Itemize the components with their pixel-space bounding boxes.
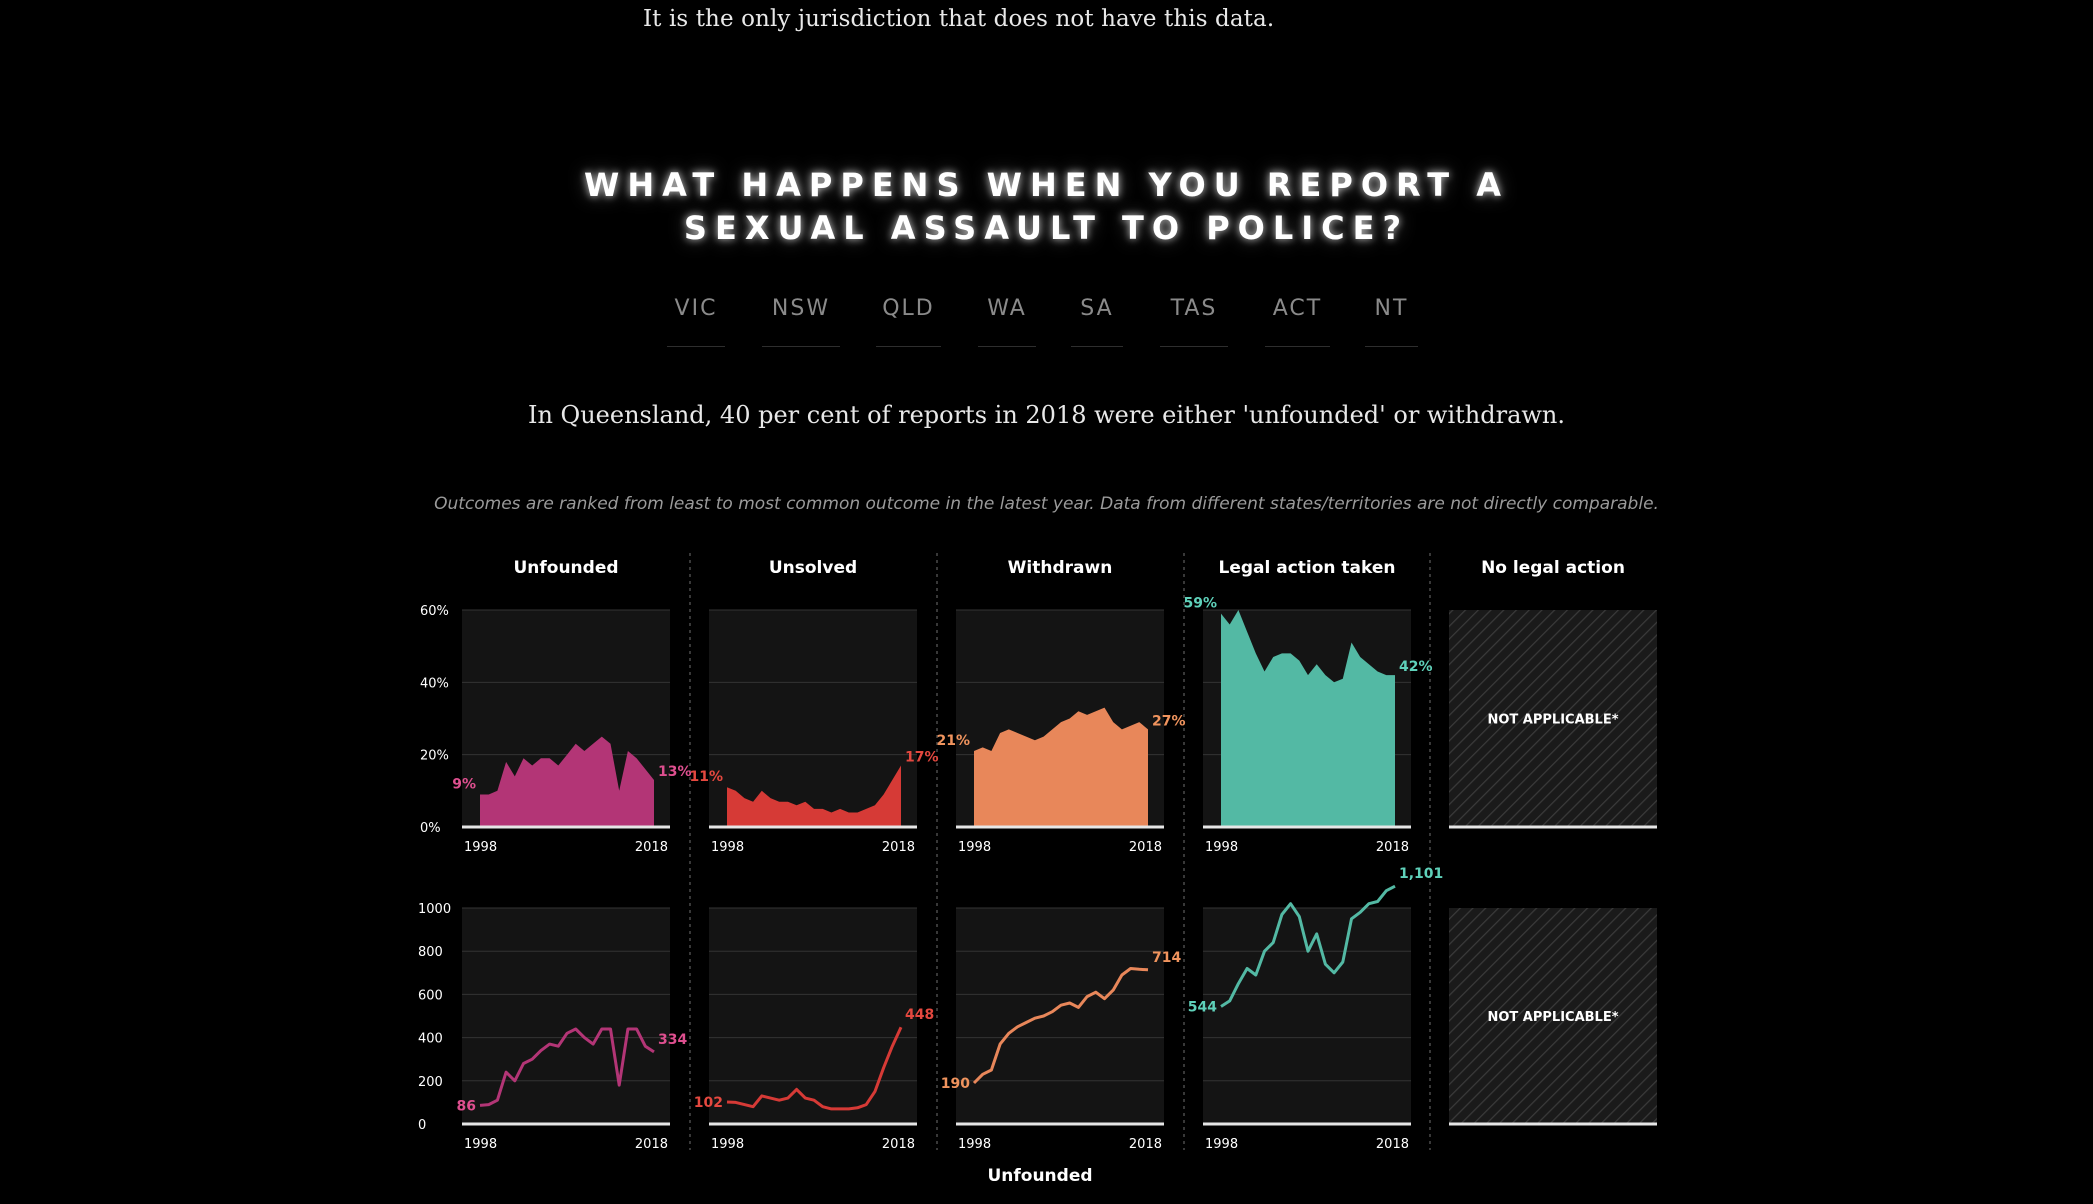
- unsolved-count-plot-bg: [709, 908, 917, 1124]
- unsolved-count-x-tick-end: 2018: [882, 1137, 915, 1152]
- legal-action-taken-column-title: Legal action taken: [1218, 558, 1395, 578]
- count-axis-tick: 1000: [418, 902, 451, 917]
- withdrawn-percent-x-tick-end: 2018: [1129, 840, 1162, 855]
- withdrawn-count-x-tick-start: 1998: [958, 1137, 991, 1152]
- heading-line-2: SEXUAL ASSAULT TO POLICE?: [683, 209, 1410, 247]
- heading-line-1: WHAT HAPPENS WHEN YOU REPORT A: [584, 166, 1509, 204]
- unfounded-count-x-tick-end: 2018: [635, 1137, 668, 1152]
- withdrawn-percent-start-label: 21%: [936, 733, 970, 749]
- count-axis-tick: 400: [418, 1032, 443, 1047]
- withdrawn-count-x-tick-end: 2018: [1129, 1137, 1162, 1152]
- legal-action-taken-percent-area: [1221, 610, 1395, 827]
- unfounded-column-title: Unfounded: [513, 558, 618, 578]
- unfounded-percent-area: [480, 736, 654, 827]
- unsolved-percent-end-label: 17%: [905, 750, 939, 766]
- section-heading: WHAT HAPPENS WHEN YOU REPORT A SEXUAL AS…: [0, 164, 2093, 250]
- withdrawn-count-start-label: 190: [941, 1076, 970, 1092]
- unsolved-count-x-tick-start: 1998: [711, 1137, 744, 1152]
- withdrawn-count-end-label: 714: [1152, 950, 1181, 966]
- withdrawn-column-title: Withdrawn: [1008, 558, 1113, 578]
- percent-axis-tick: 60%: [420, 604, 449, 619]
- withdrawn-percent-end-label: 27%: [1152, 713, 1186, 729]
- legal-action-taken-count-x-tick-start: 1998: [1205, 1137, 1238, 1152]
- unfounded-percent-x-tick-start: 1998: [464, 840, 497, 855]
- withdrawn-percent-area: [974, 707, 1148, 827]
- count-axis-tick: 600: [418, 988, 443, 1003]
- unsolved-count-line: [726, 1026, 903, 1111]
- unfounded-count-x-tick-start: 1998: [464, 1137, 497, 1152]
- chart-note: Outcomes are ranked from least to most c…: [434, 494, 1659, 514]
- unsolved-count-end-label: 448: [905, 1007, 934, 1023]
- legal-action-taken-count-line: [1220, 884, 1396, 1008]
- legal-action-taken-count-end-label: 1,101: [1399, 866, 1443, 882]
- count-axis-tick: 200: [418, 1075, 443, 1090]
- tab-nt[interactable]: NT: [1365, 296, 1418, 347]
- footer-label: Unfounded: [987, 1166, 1093, 1186]
- percent-axis-tick: 0%: [420, 821, 441, 836]
- count-axis-tick: 800: [418, 945, 443, 960]
- count-axis-tick: 0: [418, 1118, 426, 1133]
- legal-action-taken-percent-start-label: 59%: [1183, 596, 1217, 612]
- tab-nsw[interactable]: NSW: [762, 296, 840, 347]
- unsolved-count-start-label: 102: [694, 1095, 723, 1111]
- unfounded-percent-x-tick-end: 2018: [635, 840, 668, 855]
- unfounded-percent-start-label: 9%: [452, 776, 476, 792]
- legal-action-taken-count-x-tick-end: 2018: [1376, 1137, 1409, 1152]
- unsolved-percent-x-tick-start: 1998: [711, 840, 744, 855]
- no-legal-action-percent-not-applicable-panel: [1449, 610, 1657, 827]
- legal-action-taken-percent-end-label: 42%: [1399, 659, 1433, 675]
- tab-sa[interactable]: SA: [1071, 296, 1123, 347]
- withdrawn-count-line: [972, 967, 1149, 1085]
- tab-vic[interactable]: VIC: [667, 296, 725, 347]
- tab-act[interactable]: ACT: [1265, 296, 1330, 347]
- withdrawn-percent-x-tick-start: 1998: [958, 840, 991, 855]
- tab-tas[interactable]: TAS: [1160, 296, 1228, 347]
- legal-action-taken-percent-x-tick-start: 1998: [1205, 840, 1238, 855]
- no-legal-action-count-not-applicable-panel: [1449, 908, 1657, 1124]
- percent-axis-tick: 40%: [420, 676, 449, 691]
- state-summary: In Queensland, 40 per cent of reports in…: [527, 401, 1566, 429]
- unsolved-column-title: Unsolved: [769, 558, 857, 578]
- unsolved-percent-start-label: 11%: [689, 769, 723, 785]
- withdrawn-count-plot-bg: [956, 908, 1164, 1124]
- unfounded-count-start-label: 86: [457, 1098, 476, 1114]
- tab-qld[interactable]: QLD: [876, 296, 941, 347]
- percent-axis-tick: 20%: [420, 749, 449, 764]
- unfounded-count-line: [479, 1027, 655, 1107]
- unsolved-percent-area: [727, 765, 901, 827]
- no-legal-action-not-applicable-label: NOT APPLICABLE*: [1487, 1010, 1618, 1025]
- intro-text: It is the only jurisdiction that does no…: [643, 6, 1275, 32]
- legal-action-taken-count-start-label: 544: [1188, 999, 1217, 1015]
- unfounded-count-plot-bg: [462, 908, 670, 1124]
- no-legal-action-column-title: No legal action: [1481, 558, 1625, 578]
- unfounded-percent-end-label: 13%: [658, 764, 692, 780]
- unfounded-count-end-label: 334: [658, 1032, 687, 1048]
- legal-action-taken-count-plot-bg: [1203, 908, 1411, 1124]
- tab-wa[interactable]: WA: [978, 296, 1036, 347]
- unsolved-percent-plot-bg: [709, 610, 917, 827]
- no-legal-action-not-applicable-label: NOT APPLICABLE*: [1487, 713, 1618, 728]
- unsolved-percent-x-tick-end: 2018: [882, 840, 915, 855]
- legal-action-taken-percent-x-tick-end: 2018: [1376, 840, 1409, 855]
